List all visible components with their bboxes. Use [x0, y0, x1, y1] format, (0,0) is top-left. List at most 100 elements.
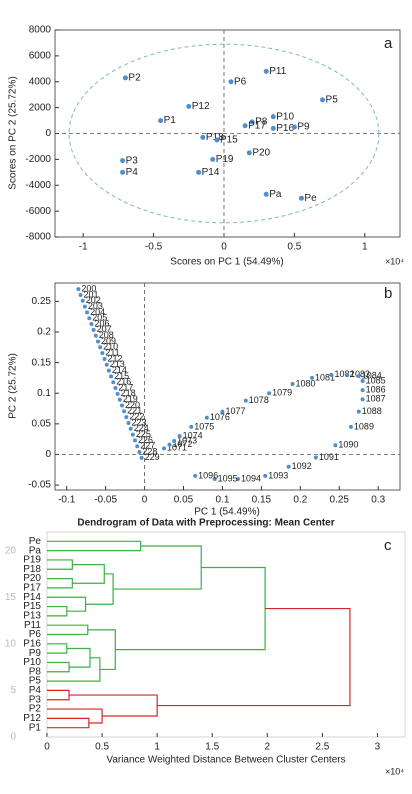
x-axis-label: Variance Weighted Distance Between Clust… [106, 755, 345, 766]
point [167, 442, 172, 447]
point-label: 200 [81, 283, 96, 293]
point [360, 388, 365, 393]
point-label: 1088 [362, 406, 382, 416]
point [333, 443, 338, 448]
leaf-label: P5 [29, 676, 42, 687]
point-label: 1074 [183, 430, 203, 440]
dendrogram-link [47, 657, 101, 682]
x-tick-label: 0.5 [95, 742, 109, 753]
point-label: 209 [101, 336, 116, 346]
point [87, 316, 92, 321]
point-label: 1082 [334, 369, 354, 379]
x-tick-label: 2 [265, 742, 271, 753]
point-label: 1072 [172, 439, 192, 449]
point [309, 375, 314, 380]
dendrogram-link [115, 566, 266, 651]
point [102, 356, 107, 361]
confidence-ellipse [68, 43, 380, 224]
y-tick-label: 0 [45, 128, 51, 139]
leaf-label: P14 [23, 592, 41, 603]
point-label: 227 [140, 441, 155, 451]
point-label: 219 [123, 394, 138, 404]
point [220, 409, 225, 414]
point-label: 1089 [354, 421, 374, 431]
point-label: 1095 [218, 473, 238, 483]
y-tick-label: 0.15 [32, 357, 52, 368]
x-axis-label: Scores on PC 1 (54.49%) [170, 257, 283, 268]
point [290, 382, 295, 387]
point-label: 1086 [366, 385, 386, 395]
point [360, 378, 365, 383]
point-label: 1087 [366, 394, 386, 404]
point [356, 409, 361, 414]
leaf-label: P16 [23, 638, 41, 649]
leaf-label: P4 [29, 685, 42, 696]
y-tick-label: 0.2 [37, 327, 51, 338]
point-label: P1 [164, 115, 177, 126]
point [320, 97, 326, 103]
x-tick-label: 0.25 [330, 495, 350, 506]
y-tick-label: 0.1 [37, 388, 51, 399]
plot-frame [54, 282, 401, 491]
point-label: 202 [86, 295, 101, 305]
point-label: P12 [192, 101, 210, 112]
x-tick-label: 0.3 [371, 495, 385, 506]
point-label: P11 [269, 66, 286, 77]
point-label: 1073 [177, 435, 197, 445]
point [111, 380, 116, 385]
leaf-label: Pe [29, 536, 42, 547]
x-tick-label: 0 [142, 495, 148, 506]
point-label: Pe [304, 193, 317, 204]
dendrogram-link [47, 624, 89, 636]
point-label: 1080 [296, 378, 316, 388]
point-label: 228 [142, 446, 157, 456]
dendrogram-link [47, 596, 87, 612]
dendrogram-link [47, 559, 73, 570]
dendrogram-link [47, 605, 68, 617]
y-tick-label: -4000 [25, 180, 51, 191]
x-tick-label: 0.2 [293, 495, 307, 506]
point [270, 114, 276, 120]
point [115, 391, 120, 396]
point-label: 217 [118, 382, 133, 392]
leaf-label: P3 [29, 694, 42, 705]
dendrogram-link [47, 540, 142, 552]
point [139, 455, 144, 460]
x-tick-label: -0.05 [94, 495, 117, 506]
point-label: 229 [145, 452, 160, 462]
point [124, 415, 129, 420]
dendrogram-link [85, 573, 114, 605]
point [120, 158, 126, 164]
point-label: 1071 [167, 443, 187, 453]
point [298, 195, 304, 201]
x-tick-label: -1 [79, 242, 88, 253]
leaf-label: P18 [23, 564, 41, 575]
y-tick-label: 5 [10, 685, 16, 696]
x-tick-label: 1 [154, 742, 160, 753]
point [158, 118, 164, 124]
x-axis-label: PC 1 (54.49%) [194, 507, 260, 518]
y-tick-label: 4000 [29, 76, 52, 87]
leaf-label: P19 [23, 555, 41, 566]
x-tick-label: 2.5 [315, 742, 329, 753]
point-label: 218 [121, 388, 136, 398]
point-label: 207 [97, 324, 112, 334]
point-label: P15 [220, 135, 238, 146]
leaf-label: P2 [29, 704, 42, 715]
point [162, 446, 167, 451]
point-label: 1077 [225, 406, 245, 416]
point-label: 1090 [338, 440, 358, 450]
point-label: 1079 [272, 388, 292, 398]
dendrogram-link [47, 577, 73, 589]
point-label: 203 [88, 301, 103, 311]
x-tick-label: 0.15 [252, 495, 272, 506]
leaf-label: P13 [23, 611, 41, 622]
y-tick-label: 8000 [29, 25, 52, 36]
point-label: 208 [99, 330, 114, 340]
leaf-label: P9 [29, 648, 42, 659]
dendrogram-link [69, 694, 158, 717]
point [193, 473, 198, 478]
point [133, 438, 138, 443]
point-label: P14 [202, 167, 220, 178]
